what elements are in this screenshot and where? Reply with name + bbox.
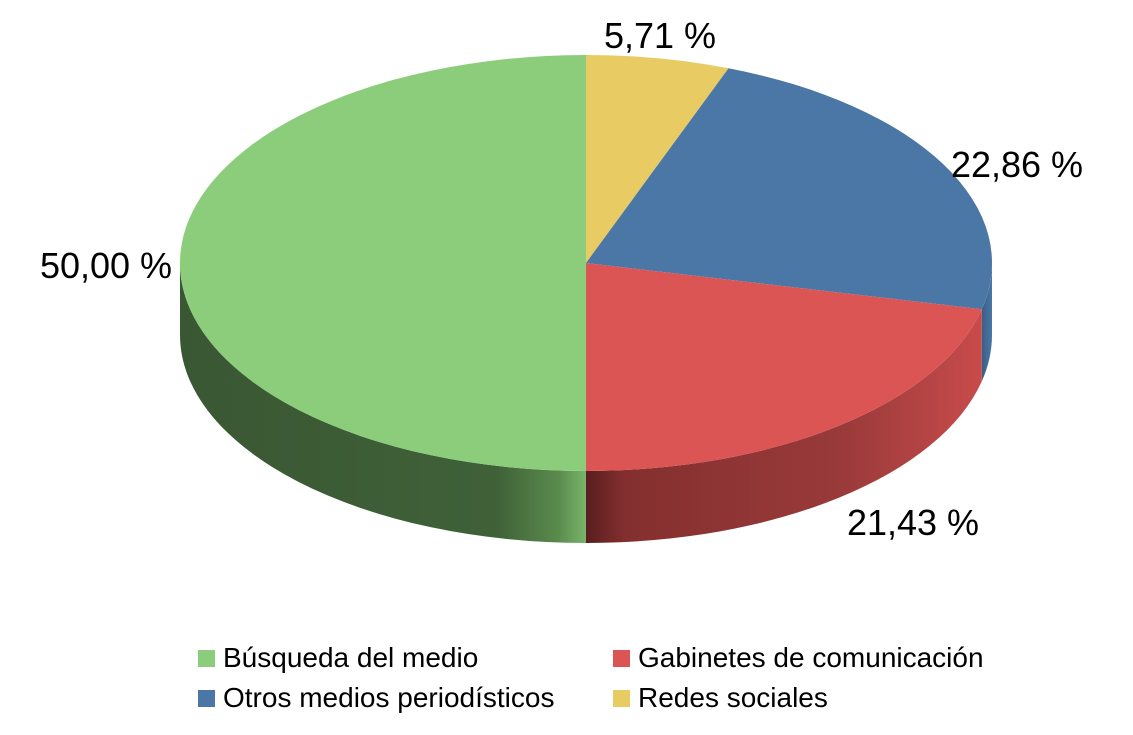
- data-label-redes: 5,71 %: [604, 15, 716, 56]
- pie-side-busqueda: [180, 263, 586, 543]
- legend-swatch-redes: [613, 689, 630, 707]
- data-label-gabinetes: 21,43 %: [847, 502, 979, 543]
- legend-item-otros-medios: Otros medios periodísticos: [198, 680, 613, 716]
- pie-side-otros-medios: [981, 263, 992, 382]
- pie-slice-busqueda: [180, 55, 586, 471]
- legend-label-busqueda: Búsqueda del medio: [223, 642, 479, 673]
- pie-side-walls: [180, 263, 992, 543]
- pie-slice-gabinetes: [586, 263, 982, 471]
- data-label-otros-medios: 22,86 %: [951, 144, 1083, 185]
- pie-side-gabinetes: [586, 309, 982, 543]
- legend-label-otros-medios: Otros medios periodísticos: [223, 682, 555, 713]
- pie-data-labels: 5,71 % 22,86 % 21,43 % 50,00 %: [40, 15, 1083, 543]
- legend-swatch-busqueda: [198, 649, 215, 667]
- data-label-busqueda: 50,00 %: [40, 245, 172, 286]
- legend-item-busqueda: Búsqueda del medio: [198, 640, 613, 676]
- legend: Búsqueda del medio Gabinetes de comunica…: [198, 640, 1098, 716]
- legend-item-gabinetes: Gabinetes de comunicación: [613, 640, 1073, 676]
- legend-label-gabinetes: Gabinetes de comunicación: [638, 642, 984, 673]
- legend-swatch-otros-medios: [198, 689, 215, 707]
- legend-item-redes: Redes sociales: [613, 680, 1073, 716]
- legend-swatch-gabinetes: [613, 649, 630, 667]
- pie-slice-otros-medios: [586, 68, 992, 310]
- pie-slice-redes: [586, 55, 729, 263]
- legend-label-redes: Redes sociales: [638, 682, 828, 713]
- pie-slices: [180, 55, 992, 471]
